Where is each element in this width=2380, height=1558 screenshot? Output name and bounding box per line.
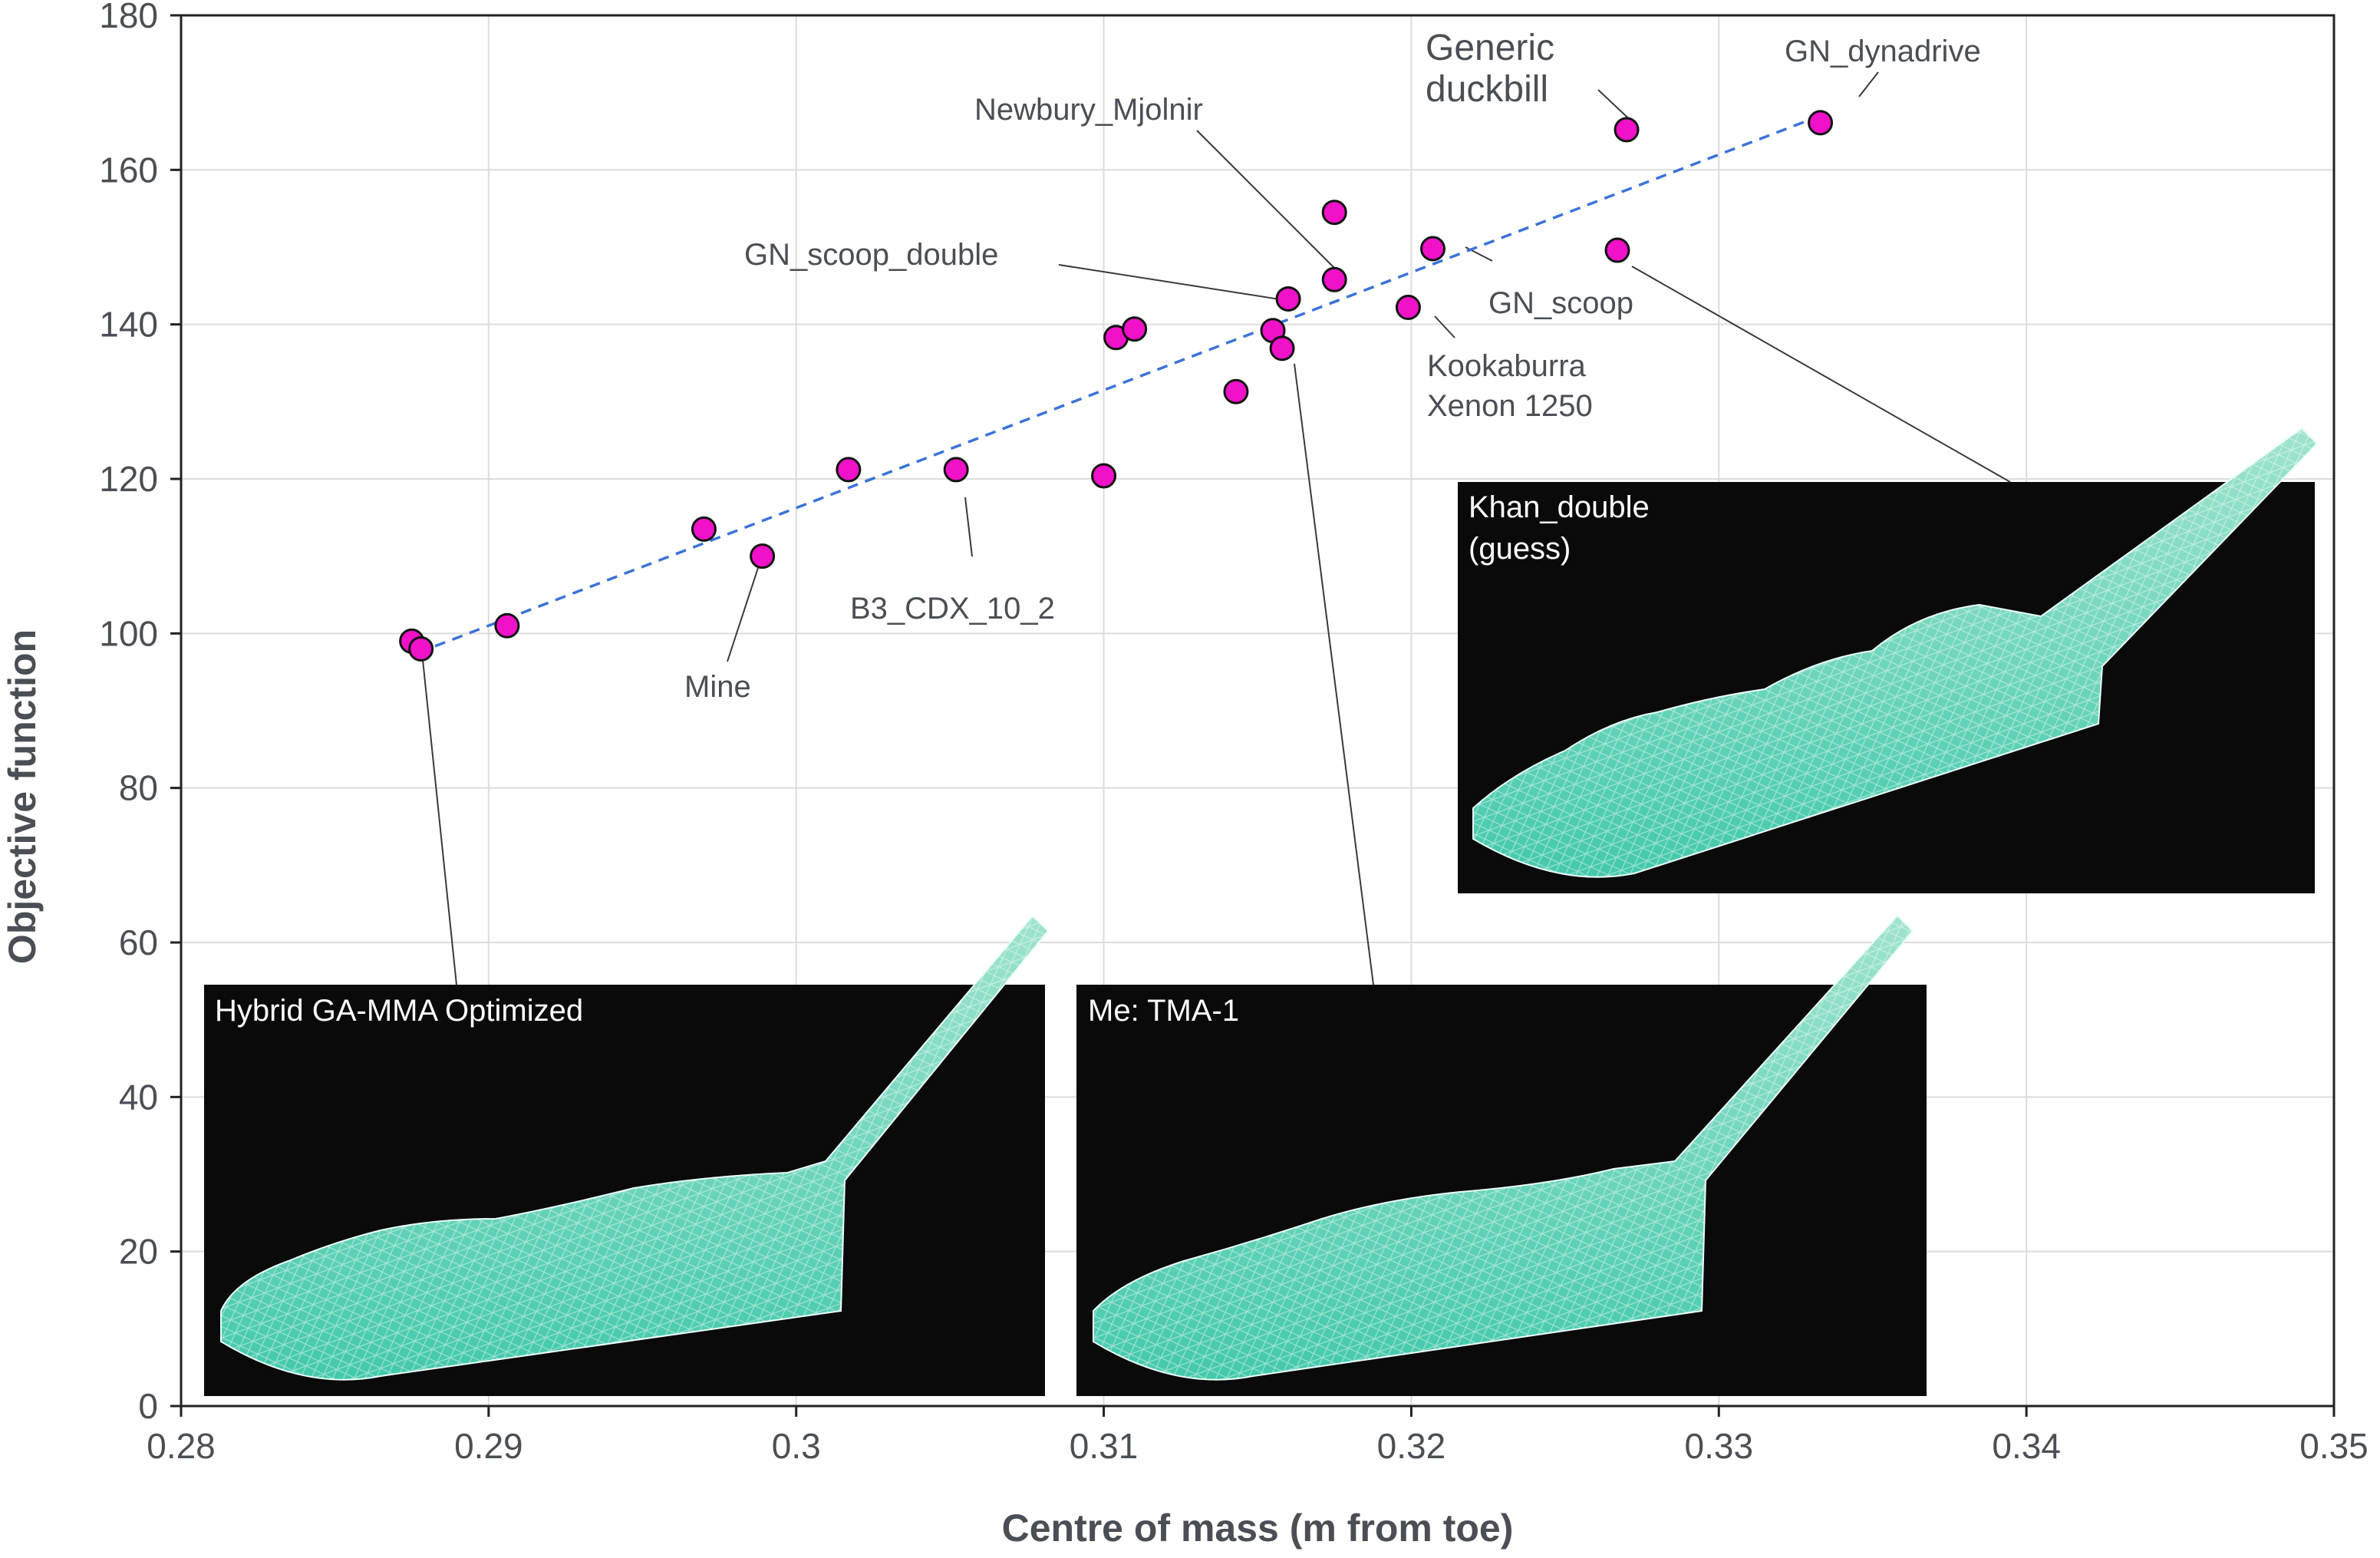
inset-panel: Khan_double (guess) <box>1458 427 2319 893</box>
bat-mesh <box>1093 916 1913 1380</box>
cricket-bat-render <box>220 914 1050 1381</box>
y-tick-label: 80 <box>119 768 158 808</box>
y-tick-label: 60 <box>119 923 158 962</box>
leader-line <box>421 652 457 985</box>
y-tick-label: 120 <box>99 459 158 499</box>
data-point <box>943 457 969 483</box>
x-tick-label: 0.32 <box>1377 1426 1446 1466</box>
data-point <box>1269 335 1295 361</box>
inset-title: (guess) <box>1469 532 1571 566</box>
leader-line <box>964 497 973 557</box>
annotation-label: duckbill <box>1426 69 1548 110</box>
bat-mesh <box>1473 428 2317 877</box>
leader-line <box>727 567 759 662</box>
y-tick-label: 180 <box>99 0 158 35</box>
plot-frame <box>180 14 2335 1408</box>
inset-panel: Me: TMA-1 <box>1076 914 1927 1396</box>
leader-line <box>1631 266 2011 483</box>
y-tick-label: 40 <box>119 1077 158 1117</box>
annotation-label: GN_dynadrive <box>1785 35 1981 68</box>
y-axis-ticks: 0 20 40 60 80 100 120 140 160 180 <box>99 0 181 1426</box>
x-axis-title: Centre of mass (m from toe) <box>1002 1507 1514 1550</box>
x-tick-label: 0.28 <box>147 1426 216 1466</box>
y-tick-label: 140 <box>99 305 158 345</box>
y-tick-label: 0 <box>138 1386 158 1426</box>
x-tick-label: 0.29 <box>454 1426 523 1466</box>
cricket-bat-render <box>1093 914 1914 1381</box>
x-tick-label: 0.3 <box>772 1426 821 1466</box>
data-point <box>408 635 434 662</box>
data-point <box>691 516 717 542</box>
leader-line <box>1058 264 1281 300</box>
inset-title: Hybrid GA-MMA Optimized <box>215 994 583 1028</box>
inset-title: Khan_double <box>1469 490 1650 524</box>
data-point <box>1614 117 1640 143</box>
leader-line <box>1434 315 1455 338</box>
data-point <box>1604 237 1630 263</box>
y-tick-label: 160 <box>99 150 158 190</box>
y-axis-title: Objective function <box>1 629 44 964</box>
annotation-label: Xenon 1250 <box>1427 389 1593 423</box>
data-points <box>399 110 1834 662</box>
annotation-label: GN_scoop <box>1488 286 1633 320</box>
x-tick-label: 0.31 <box>1070 1426 1139 1466</box>
y-tick-label: 100 <box>99 613 158 653</box>
bat-mesh <box>221 916 1048 1380</box>
y-tick-label: 20 <box>119 1232 158 1272</box>
data-point <box>1223 378 1249 404</box>
leader-line <box>1858 71 1879 97</box>
annotation-label: Mine <box>684 670 751 704</box>
x-tick-label: 0.33 <box>1685 1426 1754 1466</box>
x-tick-label: 0.34 <box>1992 1426 2061 1466</box>
annotation-label: GN_scoop_double <box>744 238 998 272</box>
x-axis-ticks: 0.28 0.29 0.3 0.31 0.32 0.33 0.34 0.35 <box>147 1406 2368 1466</box>
data-point <box>1122 316 1148 342</box>
annotation-label: Newbury_Mjolnir <box>974 93 1203 127</box>
data-point <box>1275 286 1301 312</box>
cricket-bat-render <box>1472 427 2319 878</box>
x-tick-label: 0.35 <box>2299 1426 2368 1466</box>
annotation-leaders <box>421 71 2011 985</box>
inset-title: Me: TMA-1 <box>1088 994 1239 1028</box>
data-point <box>494 612 520 639</box>
data-point <box>1395 295 1421 321</box>
data-point <box>1808 110 1834 136</box>
annotation-label: B3_CDX_10_2 <box>850 592 1055 626</box>
data-point <box>1321 266 1347 292</box>
data-point <box>750 543 776 569</box>
inset-images: Hybrid GA-MMA Optimized Me: TMA-1 Khan_dou… <box>204 427 2319 1396</box>
leader-line <box>1196 130 1340 273</box>
annotation-label: Generic <box>1426 28 1554 68</box>
data-point <box>836 457 862 483</box>
data-point <box>1321 200 1347 226</box>
data-point <box>1419 236 1445 262</box>
leader-line <box>1294 363 1374 985</box>
annotation-label: Kookaburra <box>1427 349 1587 383</box>
inset-panel: Hybrid GA-MMA Optimized <box>204 914 1050 1396</box>
data-point <box>1091 463 1117 489</box>
